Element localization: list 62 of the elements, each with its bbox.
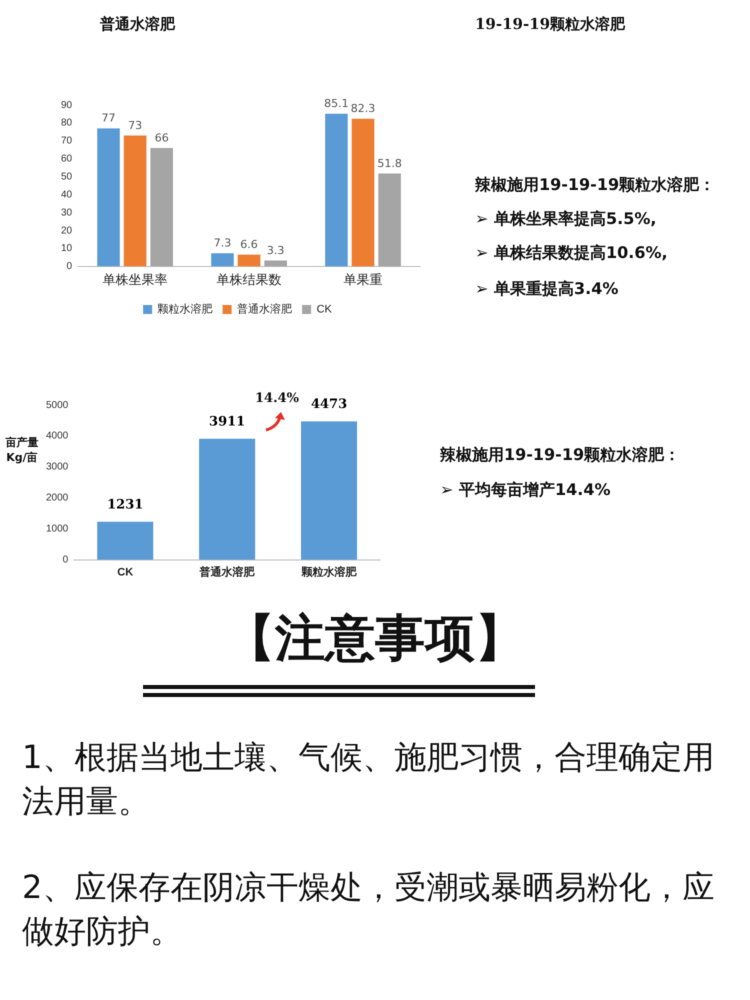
y-tick-label: 2000 [46,492,69,504]
text: 【注意事项】 [224,608,526,669]
bar [211,253,234,266]
text: 1、根据当地土壤、气候、施肥习惯，合理确定用法用量。 [22,737,716,822]
data-label: 85.1 [324,97,349,110]
y-tick-label: 0 [66,261,73,272]
data-label: 6.6 [240,238,258,251]
bar [378,174,401,266]
bar [264,260,287,266]
data-label: 7.3 [214,236,232,250]
y-tick-label: 90 [61,100,73,111]
data-label: 1231 [107,498,144,513]
x-tick-label: 单株结果数 [216,272,282,287]
y-tick-label: 1000 [46,524,69,535]
x-tick-label: 颗粒水溶肥 [300,565,358,578]
y-tick-label: 50 [61,171,73,182]
y-tick-label: 30 [61,207,73,218]
y-tick-label: 3000 [46,462,69,473]
text: ➢ 单株结果数提高10.6%, [475,243,668,264]
data-label: 66 [154,131,169,144]
bar [238,254,260,266]
x-tick-label: 单株坐果率 [102,272,168,287]
y-tick-label: 20 [61,225,73,236]
bar [97,128,120,266]
y-tick-label: 10 [61,243,73,254]
bar [124,135,146,266]
data-label: 4473 [310,397,348,412]
y-axis-title: 亩产量 Kg/亩 [4,435,40,465]
data-label: 3911 [209,414,246,430]
annotation: 14.4% [255,391,300,406]
y-tick-label: 5000 [46,400,69,411]
data-label: 82.3 [350,102,376,116]
text: 辣椒施用19-19-19颗粒水溶肥： [475,175,716,196]
bar [199,438,256,560]
data-label: 3.3 [266,244,284,257]
y-tick-label: 4000 [46,430,69,442]
text: 19-19-19颗粒水溶肥 [475,15,626,34]
bar [97,522,154,560]
data-label: 51.8 [377,156,402,170]
y-tick-label: 80 [61,118,73,129]
bar [150,148,173,266]
text: 普通水溶肥 [100,15,175,34]
text: 辣椒施用19-19-19颗粒水溶肥： [440,445,680,466]
y-tick-label: 60 [61,154,73,165]
text: ➢ 平均每亩增产14.4% [440,480,610,501]
text: ➢ 单果重提高3.4% [475,279,618,300]
data-label: 77 [102,112,116,125]
bar [352,118,374,266]
x-tick-label: CK [117,566,134,578]
text: 2、应保存在阴凉干燥处，受潮或暴晒易粉化，应做好防护。 [22,867,716,952]
legend-label: 普通水溶肥 [237,302,292,316]
bar [301,421,358,560]
legend-label: CK [316,304,333,316]
data-label: 73 [128,118,142,132]
legend-label: 颗粒水溶肥 [158,302,213,316]
text: ➢ 单株坐果率提高5.5%, [475,209,656,230]
y-tick-label: 0 [62,554,69,566]
y-tick-label: 40 [61,189,73,200]
x-tick-label: 普通水溶肥 [198,565,256,578]
x-tick-label: 单果重 [344,272,383,287]
bar [325,114,348,266]
y-tick-label: 70 [61,136,73,147]
